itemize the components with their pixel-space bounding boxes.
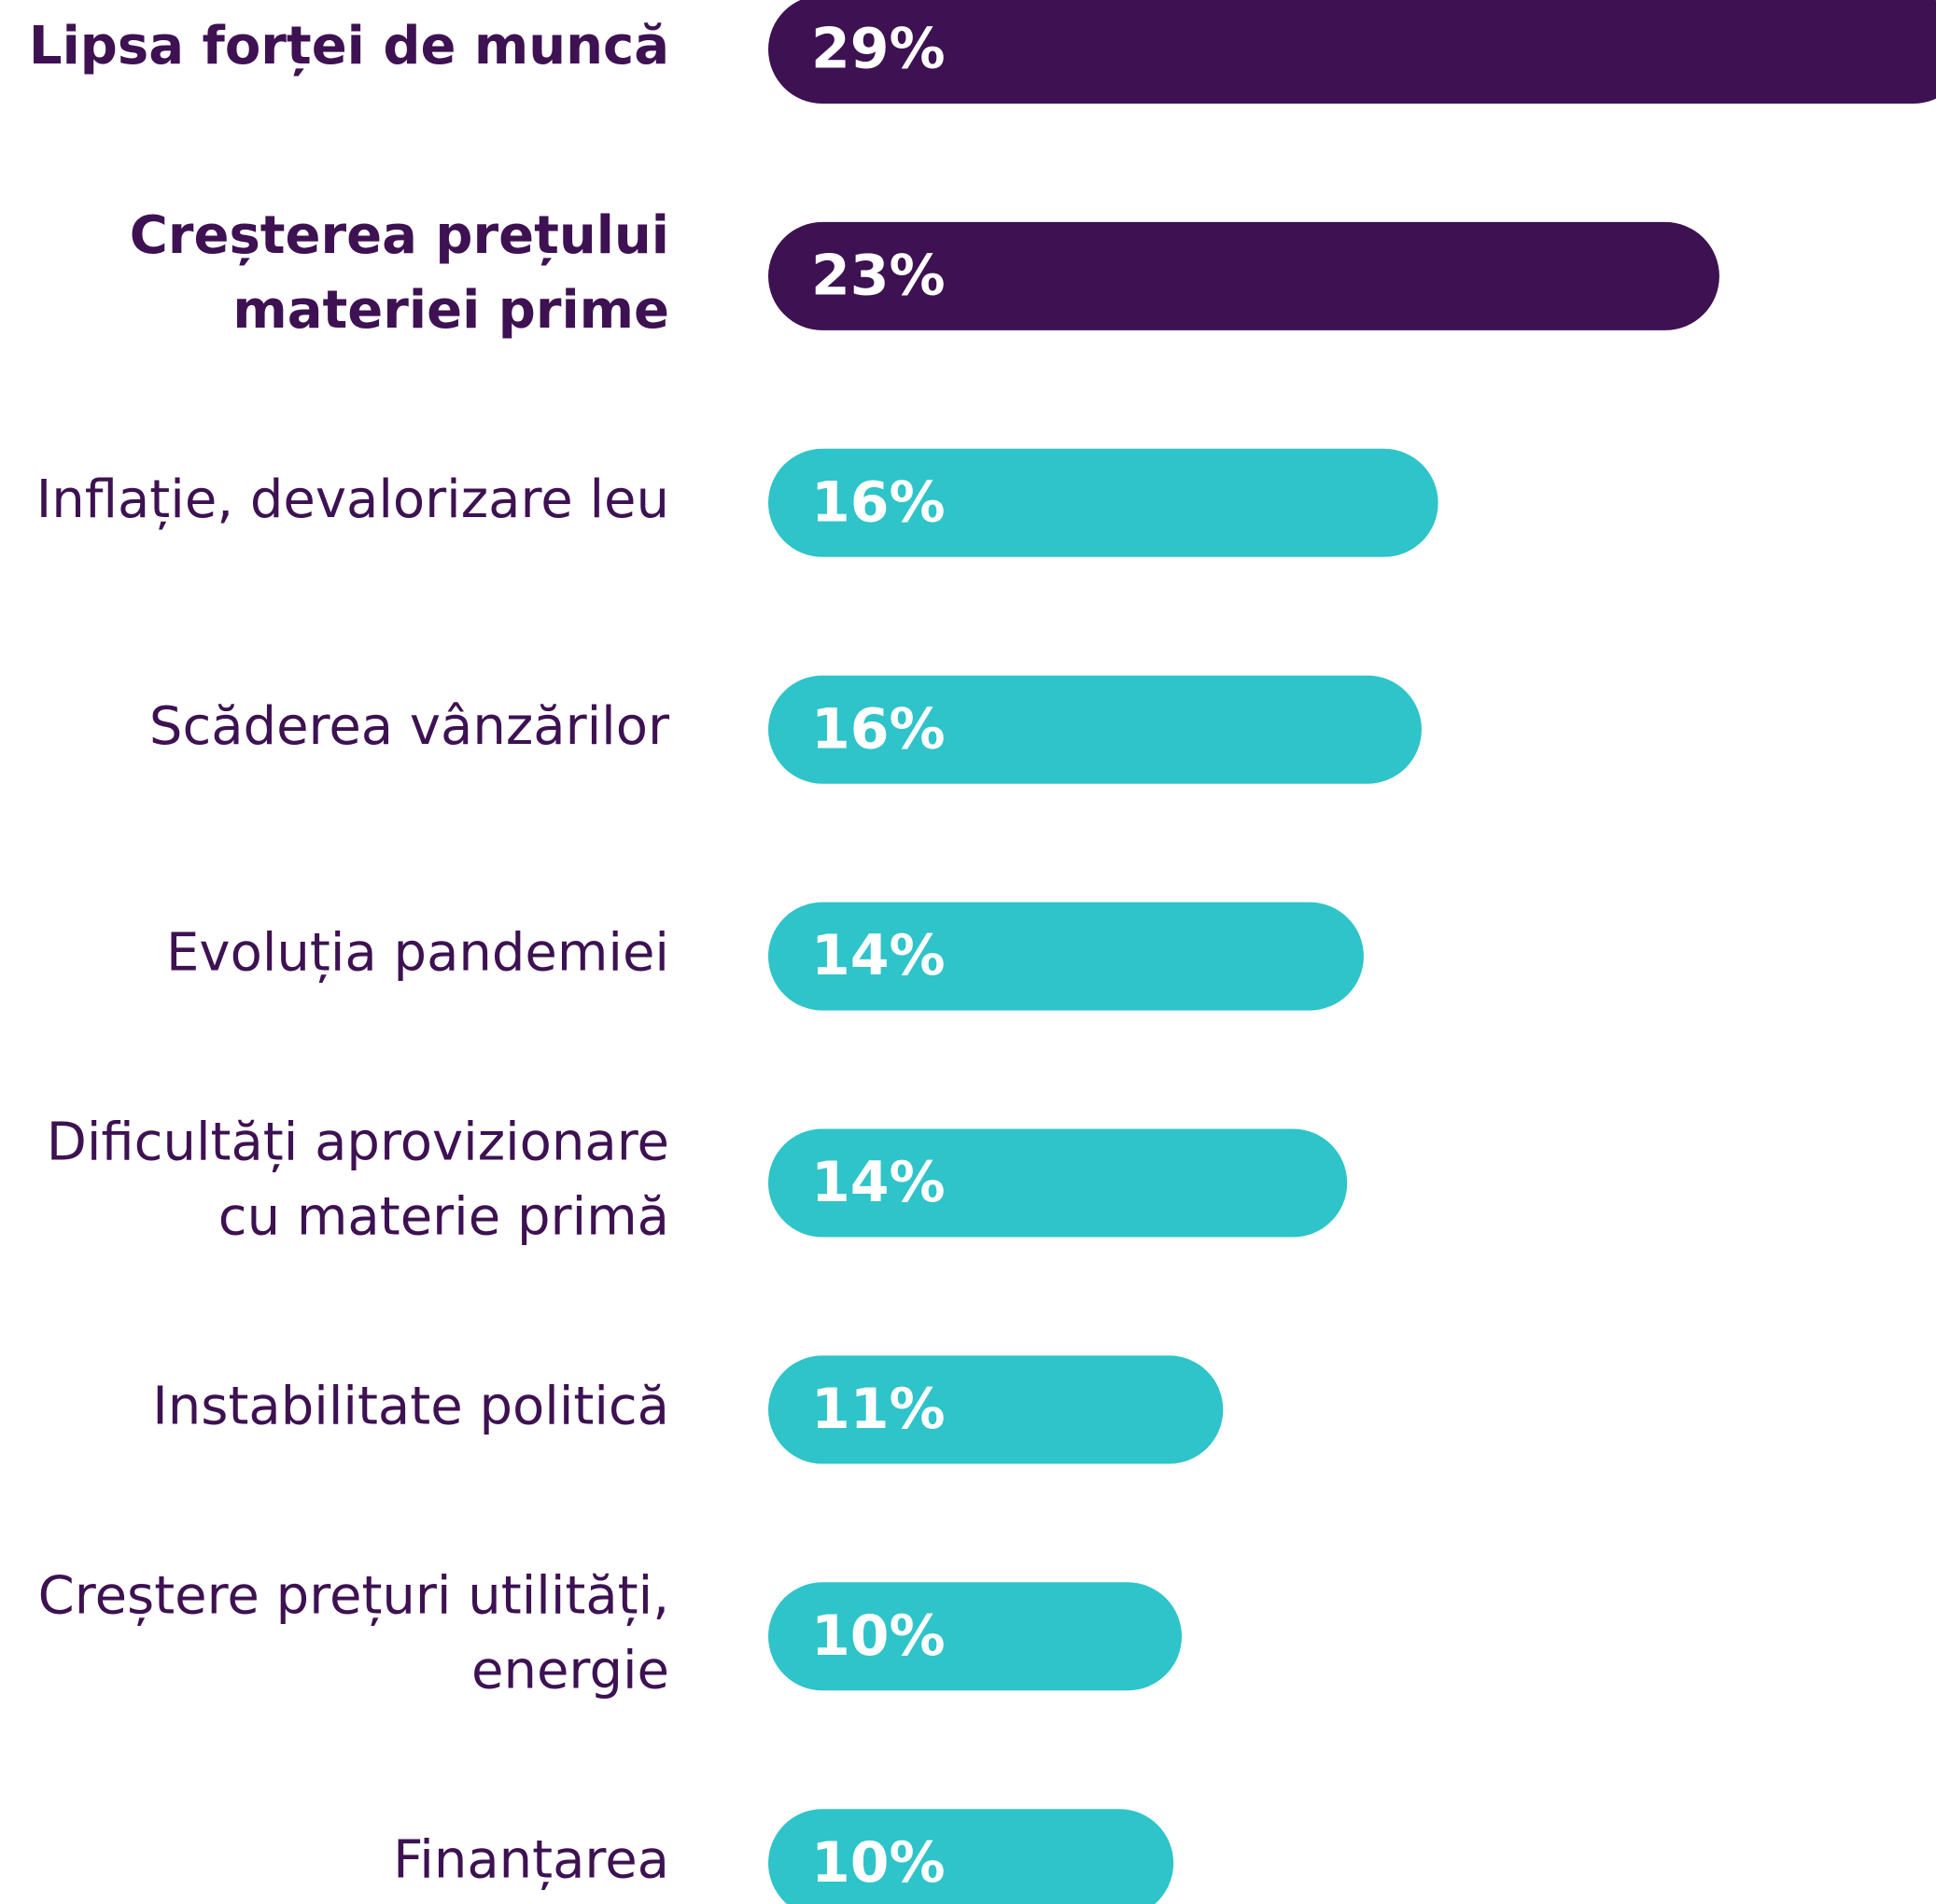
category-label: Evoluția pandemiei [166, 923, 669, 984]
category-label: energie [471, 1640, 669, 1701]
value-label: 23% [811, 243, 946, 308]
category-label: Inflație, devalorizare leu [36, 469, 669, 530]
bar [768, 675, 1422, 784]
category-label: cu materie primă [218, 1187, 669, 1248]
bar [768, 902, 1364, 1011]
value-label: 14% [811, 923, 946, 988]
bar [768, 1582, 1182, 1691]
category-label: Creștere prețuri utilități, [38, 1565, 669, 1626]
value-label: 10% [811, 1603, 946, 1669]
category-label: materiei prime [232, 280, 669, 341]
value-label: 16% [811, 696, 946, 762]
category-label: Creșterea prețului [130, 205, 669, 266]
category-label: Scăderea vânzărilor [149, 696, 670, 757]
category-label: Finanțarea [393, 1829, 669, 1890]
bar [768, 221, 1719, 330]
bar [768, 1809, 1174, 1904]
category-label: Dificultăți aprovizionare [47, 1113, 669, 1173]
value-label: 16% [811, 469, 946, 535]
value-label: 10% [811, 1830, 946, 1896]
category-label: Instabilitate politică [152, 1377, 669, 1437]
value-label: 29% [811, 17, 946, 82]
bar [768, 1128, 1348, 1238]
value-label: 11% [811, 1377, 946, 1442]
bar [768, 448, 1438, 557]
value-label: 14% [811, 1150, 946, 1215]
category-label: Lipsa forței de muncă [29, 16, 669, 77]
bar [768, 1355, 1224, 1464]
bar [768, 0, 1936, 104]
